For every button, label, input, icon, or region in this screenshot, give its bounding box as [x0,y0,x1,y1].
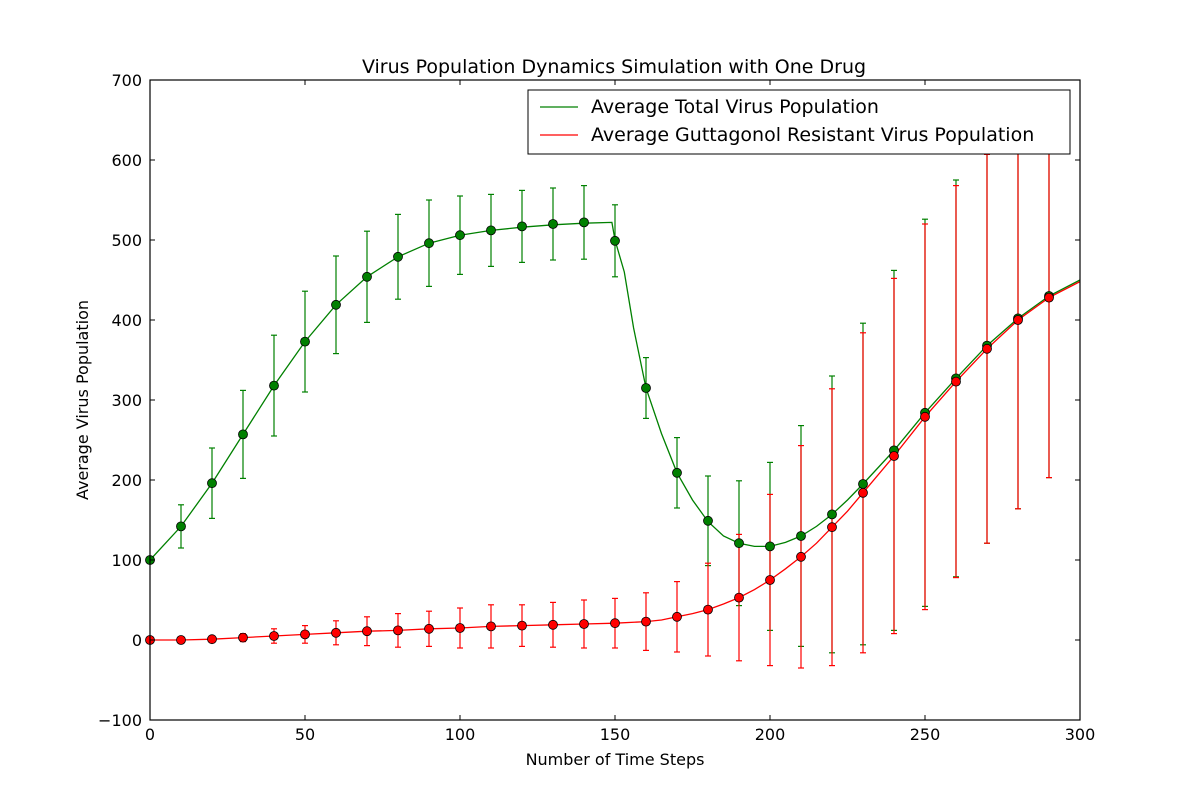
data-point [610,618,620,629]
x-tick-label: 100 [445,725,476,744]
data-point [920,411,930,422]
data-point [641,383,651,393]
data-point [548,219,558,229]
data-point [207,478,217,489]
x-tick-label: 0 [145,725,155,744]
data-point [734,592,744,603]
series-2-markers [145,292,1054,645]
data-point [486,225,496,236]
data-point [393,251,403,262]
data-point [1013,315,1023,325]
data-point [238,429,248,440]
data-point [827,522,837,533]
data-point [331,299,341,310]
data-point [362,626,372,637]
y-tick-label: 0 [132,631,142,650]
data-point [207,634,217,645]
data-point [517,620,527,631]
legend-box [527,89,1071,155]
data-point [858,487,868,498]
data-point [672,467,682,478]
y-tick-label: 200 [111,471,142,490]
data-point [858,479,868,489]
y-tick-label: 700 [111,71,142,90]
data-point [424,238,434,249]
x-tick-label: 150 [600,725,631,744]
y-tick-label: 400 [111,311,142,330]
y-tick-label: 500 [111,231,142,250]
y-tick-label: 600 [111,151,142,170]
y-axis-label: Average Virus Population [73,300,92,500]
x-tick-label: 250 [910,725,941,744]
x-tick-label: 200 [755,725,786,744]
data-point [300,336,310,347]
data-point [827,509,837,520]
data-point [517,221,527,232]
data-point [362,271,372,282]
series-1-markers [145,217,1054,565]
data-point [796,551,806,562]
series-line [150,221,1080,561]
chart-title: Virus Population Dynamics Simulation wit… [362,56,866,78]
y-tick-label: 300 [111,391,142,410]
data-point [331,627,341,638]
data-point [176,521,186,532]
data-point [486,621,496,632]
y-tick-label: 100 [111,551,142,570]
data-point [672,611,682,622]
data-point [176,635,186,645]
x-tick-label: 50 [295,725,315,744]
data-point [455,623,465,633]
data-point [610,235,620,246]
x-tick-label: 300 [1065,725,1096,744]
legend-entry: Average Guttagonol Resistant Virus Popul… [591,124,1034,146]
legend-entry: Average Total Virus Population [591,96,879,118]
data-point [269,631,279,641]
data-point [300,629,310,640]
series-line [150,281,1080,641]
data-point [269,380,279,391]
data-point [703,515,713,526]
data-point [703,604,713,615]
data-point [889,451,899,461]
data-point [579,619,589,629]
data-point [641,616,651,627]
x-axis-label: Number of Time Steps [526,750,705,769]
data-point [796,531,806,541]
data-point [765,575,775,585]
data-point [982,343,992,354]
data-point [579,217,589,228]
data-point [548,619,558,630]
legend: Average Total Virus Population Average Gu… [527,89,1071,155]
data-point [734,538,744,549]
data-point [1044,292,1054,303]
data-point [455,230,465,241]
data-point [393,625,403,636]
data-point [424,623,434,634]
data-point [951,376,961,387]
y-tick-label: −100 [98,711,142,730]
data-point [765,541,775,552]
data-point [238,632,248,643]
